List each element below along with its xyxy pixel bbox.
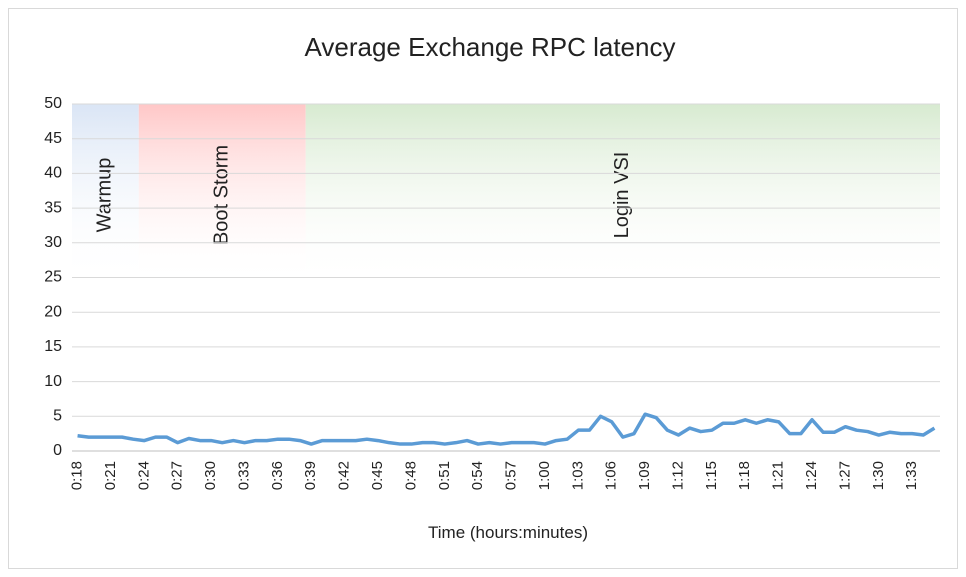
x-tick-label: 0:36 [269, 461, 286, 490]
x-tick-label: 0:21 [102, 461, 119, 490]
x-tick-label: 1:00 [536, 461, 553, 490]
x-tick-label: 0:27 [169, 461, 186, 490]
x-tick-label: 0:48 [402, 461, 419, 490]
x-tick-label: 1:27 [836, 461, 853, 490]
region-label: Boot Storm [211, 145, 233, 245]
y-tick-label: 0 [53, 442, 62, 459]
x-tick-label: 1:09 [636, 461, 653, 490]
y-tick-label: 45 [44, 130, 62, 147]
x-tick-label: 1:24 [803, 461, 820, 490]
y-tick-label: 40 [44, 165, 62, 182]
y-tick-label: 30 [44, 234, 62, 251]
y-tick-label: 15 [44, 338, 62, 355]
x-tick-label: 0:45 [369, 461, 386, 490]
region-band [305, 104, 940, 285]
x-tick-label: 0:54 [469, 461, 486, 490]
y-tick-label: 20 [44, 303, 62, 320]
x-tick-label: 0:51 [436, 461, 453, 490]
x-tick-label: 0:39 [302, 461, 319, 490]
x-tick-label: 0:42 [336, 461, 353, 490]
y-tick-label: 35 [44, 199, 62, 216]
x-tick-label: 1:12 [669, 461, 686, 490]
x-tick-label: 1:33 [903, 461, 920, 490]
x-tick-label: 0:24 [135, 461, 152, 490]
x-tick-label: 0:57 [503, 461, 520, 490]
region-band [72, 104, 139, 285]
chart-border [8, 8, 958, 569]
x-tick-label: 1:21 [770, 461, 787, 490]
data-line [77, 412, 936, 446]
x-tick-label: 1:15 [703, 461, 720, 490]
y-tick-label: 25 [44, 269, 62, 286]
x-tick-label: 0:18 [69, 461, 86, 490]
region-label: Login VSI [611, 152, 633, 239]
x-tick-label: 0:33 [235, 461, 252, 490]
y-tick-label: 5 [53, 408, 62, 425]
chart-title: Average Exchange RPC latency [305, 32, 676, 62]
x-tick-label: 0:30 [202, 461, 219, 490]
region-band [138, 104, 306, 285]
x-tick-label: 1:30 [870, 461, 887, 490]
x-tick-label: 1:18 [736, 461, 753, 490]
y-tick-label: 50 [44, 95, 62, 112]
region-label: Warmup [94, 158, 116, 233]
x-tick-label: 1:03 [569, 461, 586, 490]
x-axis-title: Time (hours:minutes) [428, 523, 588, 542]
y-tick-label: 10 [44, 373, 62, 390]
x-tick-label: 1:06 [603, 461, 620, 490]
